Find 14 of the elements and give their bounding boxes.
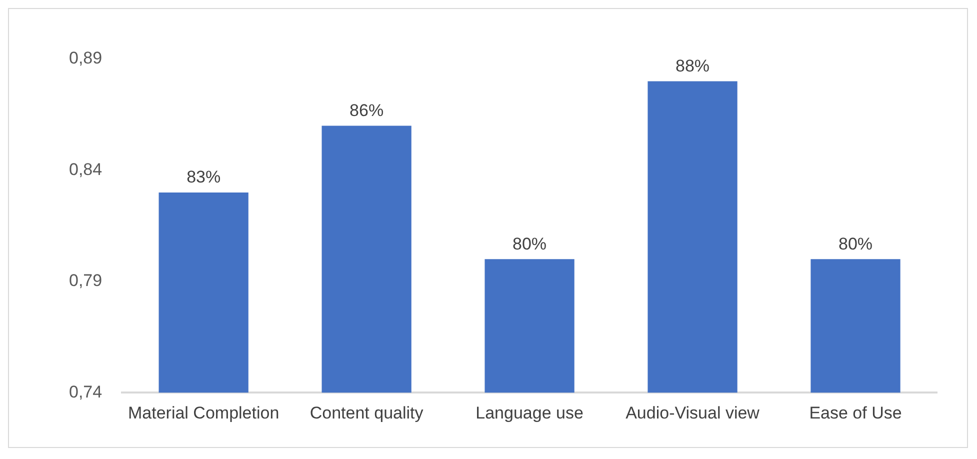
data-label: 88%: [676, 56, 710, 76]
y-tick-label: 0,89: [68, 48, 102, 68]
data-label: 86%: [350, 100, 384, 120]
data-label: 80%: [512, 234, 547, 254]
y-tick-label: 0,74: [68, 382, 102, 402]
x-tick-label: Content quality: [310, 403, 424, 422]
x-tick-label: Audio-Visual view: [626, 403, 760, 422]
y-tick-label: 0,79: [68, 271, 102, 290]
data-label: 80%: [838, 234, 873, 254]
x-tick-label: Material Completion: [128, 403, 280, 422]
y-tick-label: 0,84: [68, 160, 102, 179]
x-tick-label: Ease of Use: [809, 403, 902, 422]
data-label: 83%: [186, 168, 221, 187]
x-tick-label: Language use: [476, 403, 584, 422]
